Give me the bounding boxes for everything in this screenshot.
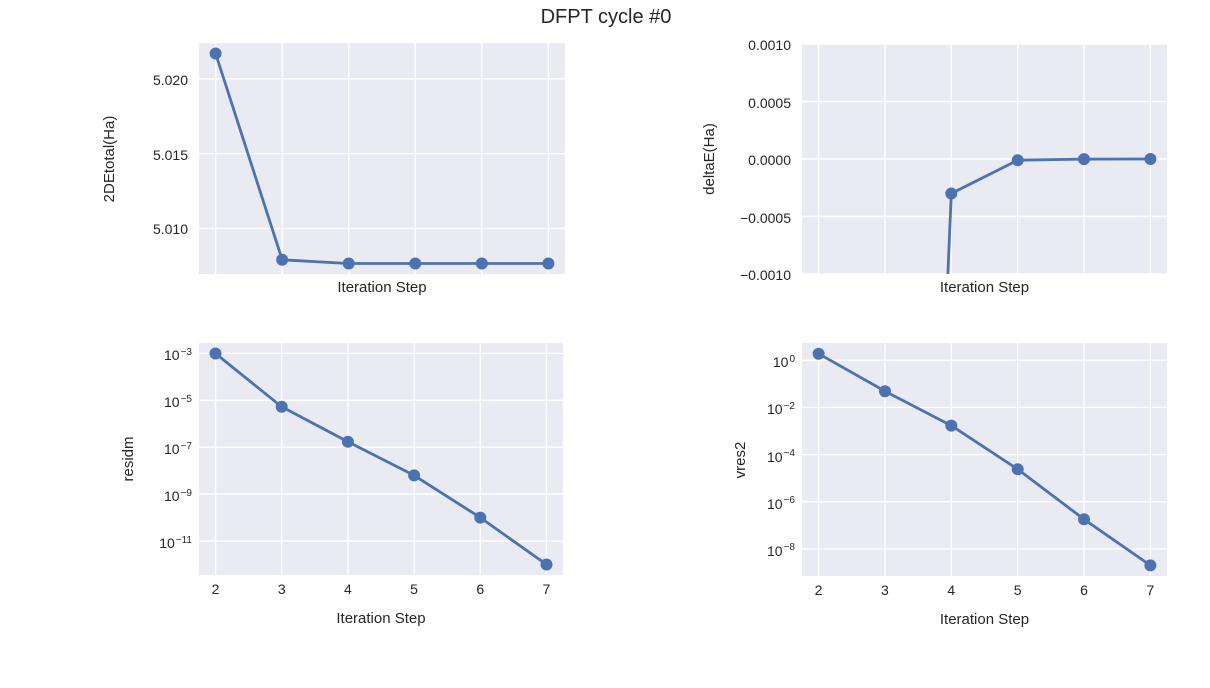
data-point <box>945 187 958 200</box>
data-point <box>408 469 421 482</box>
x-axis-label-residm: Iteration Step <box>336 610 426 627</box>
y-tick-label: 5.010 <box>152 221 188 238</box>
x-tick-label: 4 <box>344 581 352 597</box>
y-tick-label: −0.0010 <box>740 267 791 283</box>
data-point <box>1078 513 1090 526</box>
series-line-residm <box>214 352 548 566</box>
y-tick-label: −0.0005 <box>740 209 791 226</box>
y-tick-label: 10−9 <box>164 487 192 505</box>
data-point <box>540 558 553 571</box>
data-point <box>475 257 488 270</box>
x-tick-label: 5 <box>1013 582 1022 598</box>
plot-area-residm <box>199 343 563 575</box>
figure-title: DFPT cycle #0 <box>540 6 672 28</box>
series-line-vres2 <box>817 352 1152 567</box>
data-point <box>542 257 555 270</box>
plot-area-deltaE <box>802 44 1167 274</box>
y-tick-label: 10−5 <box>164 393 192 411</box>
data-point <box>879 385 891 398</box>
y-tick-label: 10−6 <box>767 495 795 512</box>
x-tick-label: 6 <box>1080 582 1088 598</box>
x-tick-label: 3 <box>277 581 286 597</box>
data-point <box>209 347 222 360</box>
data-point <box>1144 153 1157 165</box>
x-axis-label-deltaE: Iteration Step <box>939 279 1030 296</box>
x-tick-label: 6 <box>476 581 485 597</box>
x-tick-label: 7 <box>542 581 551 597</box>
x-tick-label: 3 <box>881 582 889 598</box>
data-point <box>1078 153 1090 166</box>
data-point <box>342 257 355 270</box>
data-point <box>275 400 288 413</box>
data-point <box>474 511 487 524</box>
data-point <box>1011 154 1024 167</box>
x-tick-label: 4 <box>947 582 956 598</box>
data-point <box>409 257 422 270</box>
data-point <box>1144 559 1157 572</box>
y-tick-label: 5.020 <box>152 71 188 88</box>
data-point <box>276 253 289 266</box>
y-axis-label-vres2: vres2 <box>732 441 749 478</box>
y-tick-label: 0.0010 <box>748 37 791 53</box>
x-axis-label-vres2: Iteration Step <box>939 611 1030 628</box>
y-tick-label: 10−11 <box>159 534 192 551</box>
x-tick-label: 5 <box>410 581 418 597</box>
x-axis-label-2DEtotal: Iteration Step <box>337 279 427 296</box>
data-point <box>1011 463 1024 476</box>
y-tick-label: 10−2 <box>767 400 795 418</box>
axes-background <box>802 343 1167 576</box>
x-tick-label: 2 <box>814 582 823 598</box>
y-tick-label: 0.0000 <box>748 152 791 168</box>
y-tick-label: 10−4 <box>767 448 795 465</box>
y-tick-label: 10−8 <box>767 542 795 559</box>
series-line-2DEtotal <box>214 53 549 265</box>
axes-background <box>199 43 565 274</box>
plot-area-vres2 <box>802 343 1167 576</box>
y-tick-label: 10−3 <box>164 346 192 364</box>
y-axis-label-2DEtotal: 2DEtotal(Ha) <box>101 115 118 202</box>
x-tick-label: 7 <box>1146 582 1155 598</box>
data-point <box>209 47 222 60</box>
y-tick-label: 0.0005 <box>748 94 791 111</box>
y-axis-label-deltaE: deltaE(Ha) <box>701 123 718 195</box>
y-axis-label-residm: residm <box>120 436 137 482</box>
data-point <box>341 435 354 448</box>
data-point <box>812 347 825 360</box>
y-tick-label: 5.015 <box>152 146 188 163</box>
y-tick-label: 100 <box>772 353 795 371</box>
x-tick-label: 2 <box>211 581 220 597</box>
plot-area-2DEtotal <box>199 43 565 274</box>
data-point <box>945 419 958 432</box>
y-tick-label: 10−7 <box>164 440 192 458</box>
